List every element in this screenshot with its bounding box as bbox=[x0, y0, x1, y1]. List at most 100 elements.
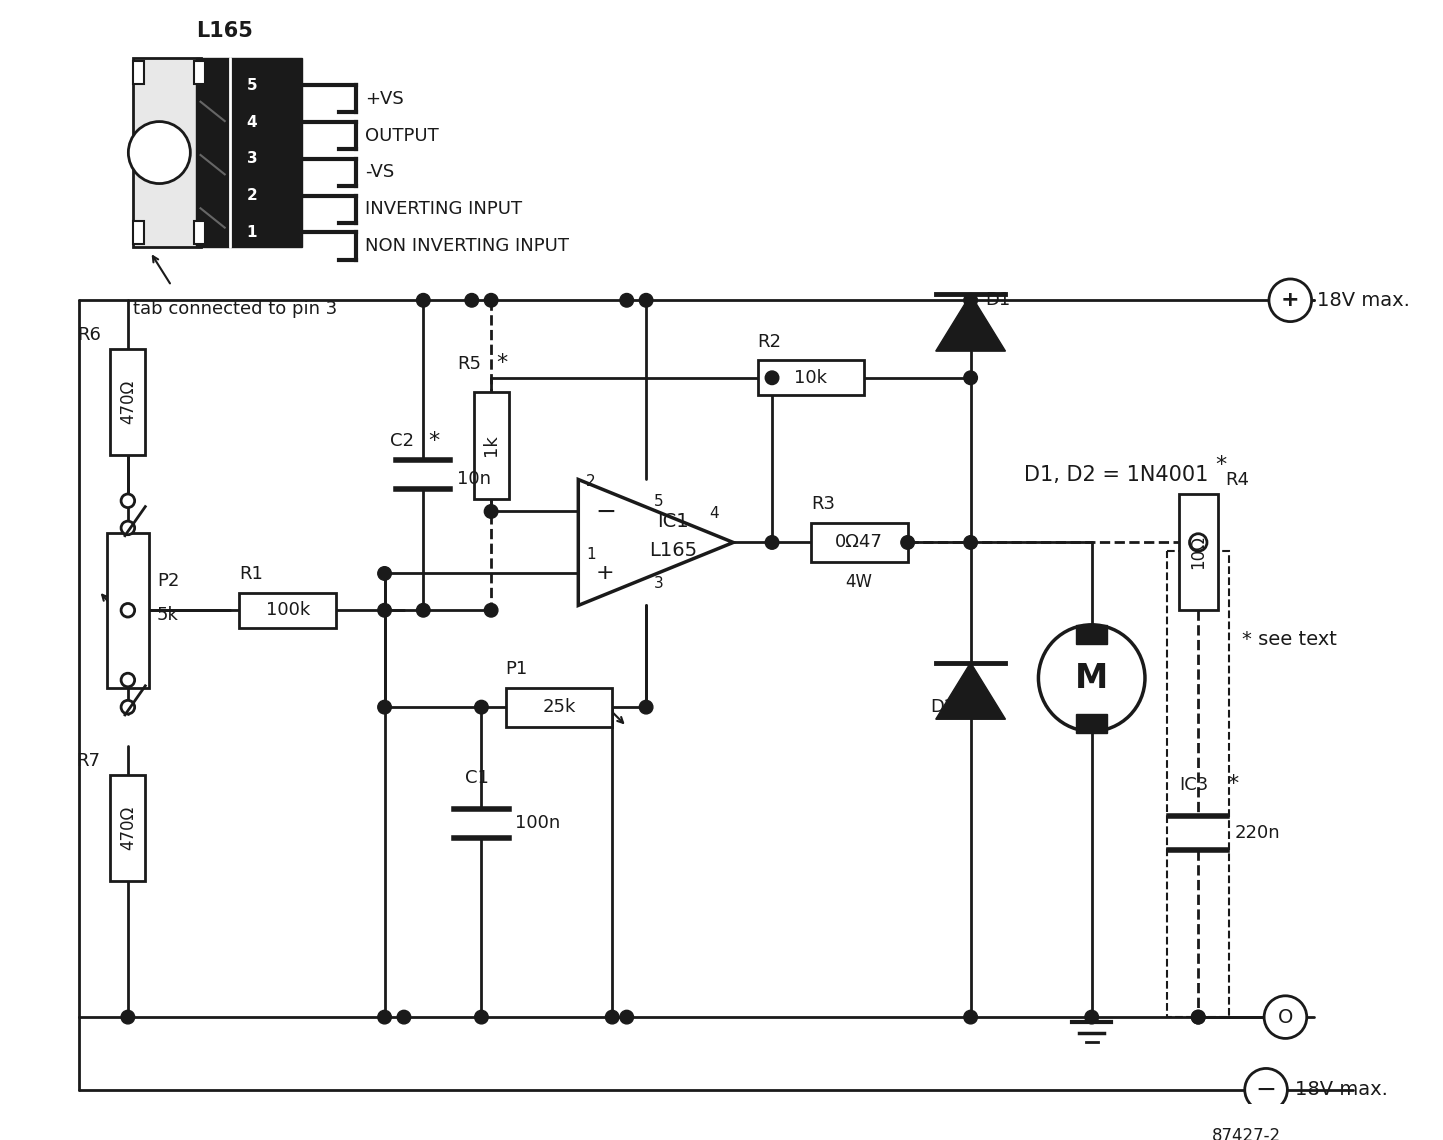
Text: *: * bbox=[1215, 455, 1227, 474]
Circle shape bbox=[417, 603, 430, 617]
Text: C2: C2 bbox=[390, 432, 414, 450]
Text: 100n: 100n bbox=[515, 814, 560, 832]
Bar bbox=[758, 360, 864, 396]
Text: +: + bbox=[1281, 291, 1300, 310]
Text: OUTPUT: OUTPUT bbox=[365, 127, 439, 145]
Circle shape bbox=[121, 603, 134, 617]
Bar bbox=[196, 58, 302, 247]
Text: +VS: +VS bbox=[365, 90, 404, 108]
Text: 220n: 220n bbox=[1235, 824, 1281, 842]
Bar bbox=[133, 58, 201, 247]
Text: D1, D2 = 1N4001: D1, D2 = 1N4001 bbox=[1025, 465, 1208, 484]
Text: R3: R3 bbox=[811, 496, 835, 513]
Bar bbox=[107, 532, 149, 687]
Text: R5: R5 bbox=[457, 355, 482, 373]
Text: *: * bbox=[1228, 774, 1238, 795]
Text: 5k: 5k bbox=[157, 606, 179, 624]
Bar bbox=[1076, 714, 1107, 733]
Bar bbox=[133, 62, 144, 84]
Text: R1: R1 bbox=[240, 565, 263, 584]
Circle shape bbox=[121, 494, 134, 507]
Polygon shape bbox=[935, 662, 1006, 719]
Circle shape bbox=[121, 1010, 134, 1024]
Text: R2: R2 bbox=[758, 333, 782, 351]
Text: *: * bbox=[429, 431, 440, 450]
Circle shape bbox=[475, 700, 488, 714]
Text: C1: C1 bbox=[465, 768, 489, 787]
Text: -VS: -VS bbox=[365, 163, 394, 181]
Circle shape bbox=[1268, 279, 1312, 321]
Text: 18V max.: 18V max. bbox=[1296, 1081, 1388, 1099]
Text: 3: 3 bbox=[654, 576, 664, 591]
Circle shape bbox=[639, 700, 652, 714]
Circle shape bbox=[378, 1010, 391, 1024]
Text: 87427-2: 87427-2 bbox=[1212, 1126, 1281, 1140]
Circle shape bbox=[1085, 1010, 1098, 1024]
Circle shape bbox=[606, 1010, 619, 1024]
Circle shape bbox=[485, 505, 498, 519]
Bar bbox=[1179, 494, 1218, 610]
Circle shape bbox=[378, 603, 391, 617]
Text: INVERTING INPUT: INVERTING INPUT bbox=[365, 201, 522, 218]
Text: IC1: IC1 bbox=[658, 512, 690, 530]
Text: D2: D2 bbox=[931, 698, 957, 716]
Bar bbox=[473, 392, 508, 499]
Text: −: − bbox=[1255, 1077, 1277, 1101]
Text: 2: 2 bbox=[247, 188, 257, 203]
Text: P1: P1 bbox=[505, 660, 528, 678]
Polygon shape bbox=[579, 480, 733, 605]
Text: R6: R6 bbox=[76, 326, 101, 344]
Bar bbox=[193, 62, 205, 84]
Text: tab connected to pin 3: tab connected to pin 3 bbox=[133, 300, 338, 318]
Text: O: O bbox=[1277, 1008, 1293, 1027]
Text: 1k: 1k bbox=[482, 434, 501, 456]
Circle shape bbox=[1264, 996, 1307, 1039]
Circle shape bbox=[121, 521, 134, 535]
Circle shape bbox=[639, 293, 652, 307]
Text: R7: R7 bbox=[76, 752, 101, 771]
Text: L165: L165 bbox=[649, 540, 697, 560]
Text: 4: 4 bbox=[247, 114, 257, 130]
Text: NON INVERTING INPUT: NON INVERTING INPUT bbox=[365, 237, 569, 255]
Circle shape bbox=[900, 536, 915, 549]
Circle shape bbox=[964, 370, 977, 384]
Circle shape bbox=[121, 700, 134, 714]
Circle shape bbox=[417, 293, 430, 307]
Text: 0Ω47: 0Ω47 bbox=[835, 534, 883, 552]
Bar bbox=[505, 687, 612, 726]
Text: IC3: IC3 bbox=[1179, 776, 1208, 795]
Circle shape bbox=[485, 293, 498, 307]
Text: R4: R4 bbox=[1225, 471, 1250, 489]
Text: 10Ω: 10Ω bbox=[1189, 535, 1208, 569]
Text: 5: 5 bbox=[654, 494, 664, 510]
Bar bbox=[240, 593, 336, 628]
Bar bbox=[133, 221, 144, 244]
Circle shape bbox=[128, 122, 190, 184]
Text: 1: 1 bbox=[586, 547, 596, 562]
Bar bbox=[811, 523, 908, 562]
Bar bbox=[1167, 551, 1229, 1017]
Text: P2: P2 bbox=[157, 572, 179, 591]
Circle shape bbox=[378, 700, 391, 714]
Text: L165: L165 bbox=[196, 21, 253, 41]
Text: 4: 4 bbox=[709, 506, 719, 521]
Bar bbox=[193, 221, 205, 244]
Circle shape bbox=[964, 293, 977, 307]
Text: 100k: 100k bbox=[266, 601, 310, 619]
Text: 10k: 10k bbox=[794, 368, 827, 386]
Text: *: * bbox=[496, 353, 506, 373]
Text: 470Ω: 470Ω bbox=[118, 380, 137, 424]
Polygon shape bbox=[935, 294, 1006, 351]
Bar bbox=[1076, 625, 1107, 644]
Circle shape bbox=[765, 370, 779, 384]
Circle shape bbox=[465, 293, 479, 307]
Bar bbox=[111, 349, 146, 455]
Circle shape bbox=[1189, 534, 1206, 551]
Circle shape bbox=[378, 567, 391, 580]
Circle shape bbox=[1039, 625, 1144, 732]
Circle shape bbox=[620, 293, 633, 307]
Text: 25k: 25k bbox=[543, 698, 576, 716]
Circle shape bbox=[397, 1010, 411, 1024]
Circle shape bbox=[1245, 1068, 1287, 1112]
Text: −: − bbox=[595, 499, 616, 523]
